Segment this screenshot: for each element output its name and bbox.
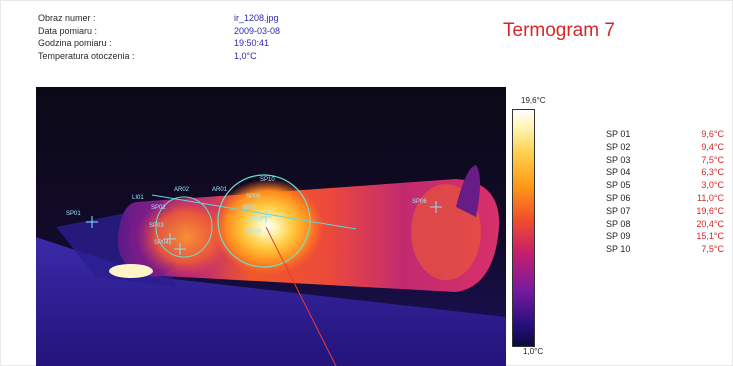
spot-value: 7,5°C bbox=[701, 244, 724, 255]
info-label: Godzina pomiaru : bbox=[38, 38, 112, 48]
spot-value: 11,0°C bbox=[697, 192, 724, 203]
spot-name: SP 06 bbox=[606, 192, 631, 203]
spot-value: 6,3°C bbox=[701, 167, 724, 178]
spot-row: SP 08 20,4°C bbox=[606, 218, 726, 231]
scale-max-label: 19,6°C bbox=[521, 96, 546, 105]
overlay-label: SP03 bbox=[149, 223, 164, 229]
info-label: Data pomiaru : bbox=[38, 25, 98, 36]
spot-value: 19,6°C bbox=[696, 205, 724, 216]
info-value: 1,0°C bbox=[234, 50, 257, 61]
measurement-line bbox=[151, 194, 357, 230]
info-row-ambient-temperature: Temperatura otoczenia : 1,0°C bbox=[38, 50, 338, 63]
thermal-image-svg: SP01 SP02 SP03 SP04 SP05 SP06 SP07 SP08 … bbox=[36, 87, 506, 366]
overlay-label: SP07 bbox=[242, 205, 257, 211]
right-branch bbox=[456, 165, 480, 217]
hot-spot bbox=[212, 179, 324, 275]
temperature-scale-bar bbox=[512, 109, 535, 347]
spot-name: SP 03 bbox=[606, 154, 631, 165]
overlay-labels: SP01 SP02 SP03 SP04 SP05 SP06 SP07 SP08 … bbox=[66, 177, 427, 246]
spot-name: SP 08 bbox=[606, 218, 631, 229]
spot-row: SP 01 9,6°C bbox=[606, 128, 726, 141]
spot-name: SP 07 bbox=[606, 205, 631, 216]
spot-name: SP 10 bbox=[606, 244, 631, 255]
overlay-label: LI01 bbox=[132, 195, 144, 201]
spot-value: 20,4°C bbox=[696, 218, 724, 229]
overlay-label: SP04 bbox=[154, 240, 169, 246]
info-label: Obraz numer : bbox=[38, 13, 96, 23]
spot-markers bbox=[86, 201, 442, 255]
spot-row: SP 02 9,4°C bbox=[606, 141, 726, 154]
measurement-info: Obraz numer : ir_1208.jpg Data pomiaru :… bbox=[38, 12, 338, 62]
spot-row: SP 10 7,5°C bbox=[606, 243, 726, 256]
spot-name: SP 04 bbox=[606, 167, 631, 178]
info-row-image-number: Obraz numer : ir_1208.jpg bbox=[38, 12, 338, 25]
overlay-label: SP09 bbox=[246, 229, 261, 235]
page-title: Termogram 7 bbox=[503, 20, 615, 41]
info-value: 2009-03-08 bbox=[234, 25, 281, 36]
spot-temperature-list: SP 01 9,6°C SP 02 9,4°C SP 03 7,5°C SP 04 6,… bbox=[606, 128, 726, 256]
info-value: ir_1208.jpg bbox=[234, 13, 279, 23]
hot-reflection bbox=[109, 264, 153, 278]
spot-value: 7,5°C bbox=[701, 154, 724, 165]
warm-zone bbox=[136, 195, 236, 279]
pointer-line bbox=[265, 226, 337, 366]
overlay-label: SP06 bbox=[412, 199, 427, 205]
info-value: 19:50:41 bbox=[234, 38, 270, 48]
overlay-label: SP08 bbox=[248, 217, 263, 223]
scale-min-label: 1,0°C bbox=[523, 347, 544, 356]
info-row-time: Godzina pomiaru : 19:50:41 bbox=[38, 37, 338, 50]
spot-name: SP 05 bbox=[606, 180, 631, 191]
spot-row: SP 03 7,5°C bbox=[606, 154, 726, 167]
spot-value: 15,1°C bbox=[696, 231, 724, 242]
overlay-label: SP05 bbox=[246, 194, 261, 200]
info-row-date: Data pomiaru : 2009-03-08 bbox=[38, 25, 338, 38]
spot-value: 3,0°C bbox=[701, 180, 724, 191]
overlay-label: SP01 bbox=[66, 211, 81, 217]
spot-row: SP 09 15,1°C bbox=[606, 230, 726, 243]
overlay-label: SP02 bbox=[151, 205, 166, 211]
spot-row: SP 07 19,6°C bbox=[606, 205, 726, 218]
measurement-area-ellipse bbox=[155, 196, 213, 258]
spot-row: SP 05 3,0°C bbox=[606, 179, 726, 192]
measurement-area-circle bbox=[217, 174, 311, 268]
spot-name: SP 02 bbox=[606, 141, 631, 152]
overlay-label: SP10 bbox=[260, 177, 275, 183]
info-label: Temperatura otoczenia : bbox=[38, 50, 135, 61]
spot-name: SP 09 bbox=[606, 231, 631, 242]
spot-row: SP 06 11,0°C bbox=[606, 192, 726, 205]
overlay-label: AR02 bbox=[174, 187, 190, 193]
thermal-image: SP01 SP02 SP03 SP04 SP05 SP06 SP07 SP08 … bbox=[36, 87, 506, 366]
overlay-label: AR01 bbox=[212, 187, 228, 193]
spot-value: 9,4°C bbox=[701, 141, 724, 152]
spot-value: 9,6°C bbox=[701, 129, 724, 139]
ground-surface bbox=[36, 237, 506, 366]
spot-row: SP 04 6,3°C bbox=[606, 166, 726, 179]
spot-name: SP 01 bbox=[606, 129, 631, 139]
